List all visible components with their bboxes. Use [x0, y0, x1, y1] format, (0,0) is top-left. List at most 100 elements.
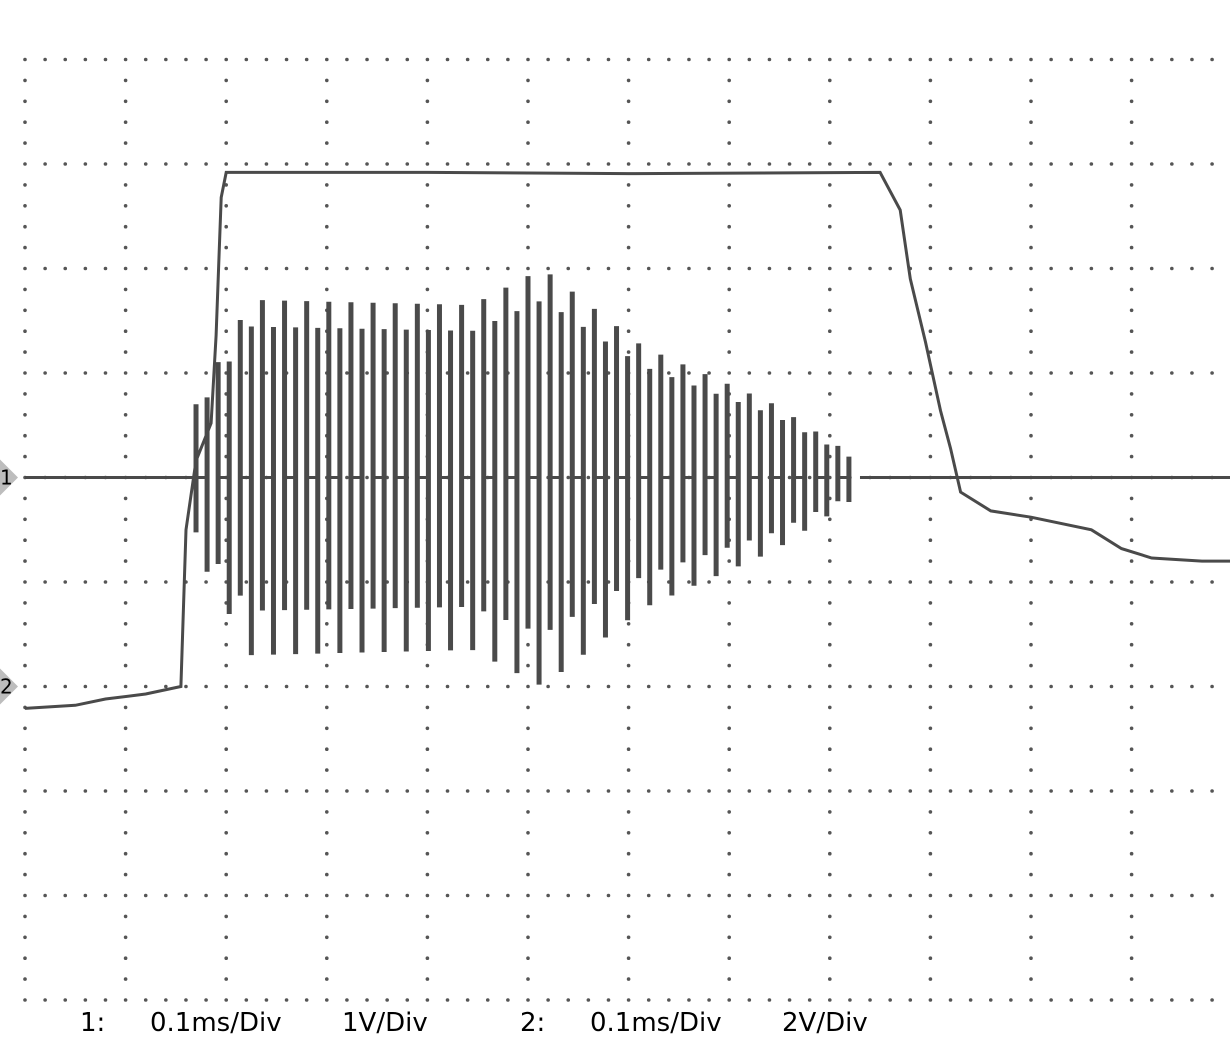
grid-dot: [526, 851, 530, 856]
grid-dot: [1029, 663, 1033, 668]
grid-dot: [928, 350, 933, 354]
grid-dot: [626, 726, 631, 731]
grid-dot: [1129, 872, 1134, 877]
grid-dot: [103, 266, 108, 271]
grid-dot: [83, 893, 88, 898]
grid-dot: [928, 726, 933, 731]
grid-dot: [928, 851, 933, 856]
grid-dot: [445, 162, 450, 166]
grid-dot: [646, 893, 651, 898]
grid-dot: [23, 454, 27, 459]
grid-dot: [224, 810, 228, 814]
grid-dot: [264, 789, 269, 793]
grid-dot: [868, 57, 872, 62]
grid-dot: [284, 266, 289, 271]
grid-dot: [204, 580, 208, 584]
grid-dot: [1129, 810, 1134, 814]
grid-dot: [465, 998, 470, 1002]
grid-dot: [325, 204, 329, 208]
grid-dot: [767, 998, 772, 1002]
grid-dot: [1029, 998, 1033, 1002]
grid-dot: [928, 78, 933, 83]
grid-dot: [123, 99, 128, 104]
grid-dot: [828, 768, 832, 772]
grid-dot: [1190, 684, 1194, 689]
grid-dot: [828, 57, 832, 62]
grid-dot: [425, 726, 430, 731]
grid-dot: [727, 120, 731, 124]
grid-dot: [928, 99, 933, 104]
grid-dot: [546, 893, 550, 898]
grid-dot: [828, 559, 832, 563]
grid-dot: [325, 663, 329, 668]
grid-dot: [365, 475, 369, 480]
grid-dot: [1029, 538, 1033, 542]
grid-dot: [1190, 789, 1194, 793]
grid-dot: [1129, 684, 1134, 689]
grid-dot: [1029, 622, 1033, 626]
grid-dot: [1129, 538, 1134, 542]
grid-dot: [23, 162, 27, 166]
grid-dot: [727, 977, 731, 981]
grid-dot: [868, 893, 872, 898]
grid-dot: [566, 998, 571, 1002]
grid-dot: [1129, 622, 1134, 626]
grid-dot: [727, 350, 731, 354]
grid-dot: [526, 57, 530, 62]
grid-dot: [325, 287, 329, 292]
grid-dot: [828, 413, 832, 417]
grid-dot: [928, 956, 933, 960]
grid-dot: [727, 78, 731, 83]
grid-dot: [988, 684, 993, 689]
grid-dot: [727, 935, 731, 940]
grid-dot: [928, 684, 933, 689]
grid-dot: [284, 893, 289, 898]
grid-dot: [767, 266, 772, 271]
grid-dot: [968, 57, 973, 62]
grid-dot: [385, 57, 389, 62]
grid-dot: [1009, 684, 1013, 689]
grid-dot: [1069, 371, 1074, 375]
grid-dot: [828, 684, 832, 689]
grid-dot: [1129, 57, 1134, 62]
grid-dot: [224, 663, 228, 668]
grid-dot: [405, 789, 410, 793]
grid-dot: [123, 183, 128, 187]
grid-dot: [707, 266, 711, 271]
grid-dot: [123, 392, 128, 396]
grid-dot: [284, 162, 289, 166]
grid-dot: [807, 266, 812, 271]
grid-dot: [928, 538, 933, 542]
grid-dot: [1149, 580, 1154, 584]
grid-dot: [385, 998, 389, 1002]
grid-dot: [868, 789, 872, 793]
grid-dot: [948, 893, 953, 898]
grid-dot: [787, 998, 792, 1002]
grid-dot: [928, 559, 933, 563]
grid-dot: [1069, 684, 1074, 689]
grid-dot: [626, 914, 631, 919]
grid-dot: [546, 162, 550, 166]
grid-dot: [948, 162, 953, 166]
grid-dot: [385, 789, 389, 793]
grid-dot: [928, 622, 933, 626]
grid-dot: [23, 601, 27, 605]
grid-dot: [1129, 183, 1134, 187]
grid-dot: [988, 266, 993, 271]
grid-dot: [425, 810, 430, 814]
grid-dot: [1129, 726, 1134, 731]
grid-dot: [244, 162, 249, 166]
grid-dot: [164, 893, 168, 898]
grid-dot: [848, 266, 852, 271]
grid-dot: [828, 350, 832, 354]
grid-dot: [687, 57, 691, 62]
grid-dot: [23, 872, 27, 877]
grid-dot: [626, 245, 631, 250]
grid-dot: [425, 245, 430, 250]
grid-dot: [425, 78, 430, 83]
grid-dot: [63, 57, 68, 62]
grid-dot: [445, 893, 450, 898]
grid-dot: [325, 622, 329, 626]
grid-dot: [928, 872, 933, 877]
grid-dot: [526, 183, 530, 187]
